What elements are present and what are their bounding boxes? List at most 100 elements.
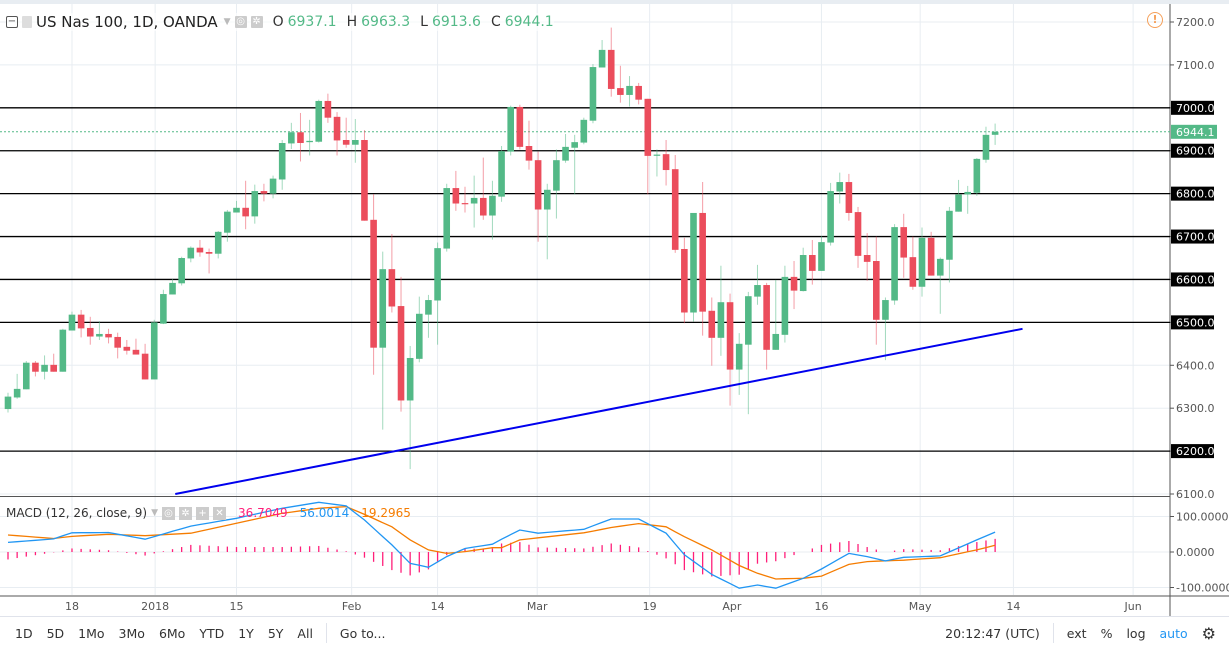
candle-body bbox=[553, 160, 560, 191]
candle bbox=[516, 104, 524, 150]
range-3mo[interactable]: 3Mo bbox=[118, 625, 145, 641]
candle-body bbox=[288, 132, 295, 144]
candle bbox=[397, 276, 405, 412]
candle-body bbox=[233, 207, 240, 213]
candle-body bbox=[388, 269, 396, 307]
candle-body bbox=[662, 154, 670, 171]
trendline[interactable] bbox=[175, 327, 1023, 495]
plus-icon[interactable]: + bbox=[196, 506, 210, 520]
settings-icon[interactable]: ✲ bbox=[179, 506, 193, 520]
candle bbox=[4, 392, 12, 413]
price-tick-label: 7200.0 bbox=[1176, 16, 1215, 29]
candle-body bbox=[534, 160, 542, 210]
gear-icon[interactable]: ⚙ bbox=[1201, 623, 1216, 643]
exclamation-circle-icon[interactable]: ! bbox=[1147, 12, 1163, 28]
candle-body bbox=[763, 285, 770, 350]
candle-body bbox=[818, 242, 825, 271]
candle bbox=[946, 206, 953, 283]
chevron-down-icon[interactable]: ▼ bbox=[151, 508, 159, 518]
candle-body bbox=[809, 255, 816, 271]
candle bbox=[352, 118, 359, 163]
candle bbox=[754, 264, 761, 305]
candle bbox=[315, 99, 323, 143]
range-ytd[interactable]: YTD bbox=[199, 625, 225, 641]
candle-body bbox=[77, 314, 85, 329]
range-6mo[interactable]: 6Mo bbox=[158, 625, 186, 641]
candle-body bbox=[224, 211, 231, 233]
collapse-icon[interactable]: − bbox=[6, 16, 18, 28]
range-1y[interactable]: 1Y bbox=[238, 625, 254, 641]
range-5y[interactable]: 5Y bbox=[267, 625, 284, 641]
candle bbox=[836, 172, 844, 204]
close-icon[interactable]: ✕ bbox=[213, 506, 227, 520]
candle bbox=[434, 242, 441, 345]
time-tick-label: 2018 bbox=[141, 600, 169, 613]
histogram-value: 36.7049 bbox=[238, 506, 288, 520]
eye-icon[interactable]: ◎ bbox=[162, 506, 176, 520]
candle-body bbox=[653, 154, 661, 156]
candle bbox=[342, 117, 350, 148]
candle bbox=[251, 184, 259, 224]
price-tick-label: 6400.0 bbox=[1176, 359, 1215, 372]
macd-title[interactable]: MACD (12, 26, close, 9) bbox=[6, 506, 148, 520]
candle bbox=[799, 247, 807, 292]
auto-toggle[interactable]: auto bbox=[1159, 625, 1188, 641]
candle bbox=[224, 209, 231, 242]
price-axis[interactable]: 7200.0 7100.0 7000.0 6900.0 6800.0 6700.0 6600… bbox=[1170, 16, 1229, 595]
candle bbox=[598, 40, 606, 68]
candle bbox=[543, 183, 551, 260]
candle-body bbox=[169, 282, 176, 295]
candle bbox=[324, 93, 332, 123]
candle bbox=[196, 239, 204, 257]
log-toggle[interactable]: log bbox=[1126, 625, 1146, 641]
percent-toggle[interactable]: % bbox=[1100, 625, 1113, 641]
time-tick-label: Jun bbox=[1124, 600, 1142, 613]
candle bbox=[891, 224, 898, 305]
ext-toggle[interactable]: ext bbox=[1066, 625, 1087, 641]
range-1d[interactable]: 1D bbox=[15, 625, 33, 641]
candle bbox=[233, 200, 240, 213]
candle-body bbox=[772, 333, 780, 350]
candle bbox=[132, 338, 140, 355]
range-1mo[interactable]: 1Mo bbox=[78, 625, 105, 641]
divider bbox=[1052, 623, 1054, 643]
high-value: 6963.3 bbox=[361, 14, 411, 30]
candle-body bbox=[489, 195, 496, 216]
candle-body bbox=[918, 237, 926, 287]
range-all[interactable]: All bbox=[297, 625, 313, 641]
settings-icon[interactable]: ✲ bbox=[250, 16, 263, 28]
goto-button[interactable]: Go to... bbox=[339, 625, 386, 641]
candle bbox=[854, 206, 862, 268]
chart-canvas[interactable]: 7200.0 7100.0 7000.0 6900.0 6800.0 6700.0 6600… bbox=[0, 0, 1229, 616]
candle bbox=[644, 98, 652, 195]
candle-body bbox=[982, 134, 990, 160]
candle bbox=[617, 65, 624, 103]
time-axis[interactable]: 18 2018 15 Feb 14 Mar 19 Apr 16 May 14 Jun bbox=[65, 600, 1142, 613]
symbol-title[interactable]: US Nas 100, 1D, OANDA bbox=[36, 13, 218, 31]
candle bbox=[873, 236, 880, 345]
candle bbox=[973, 158, 981, 196]
candle-body bbox=[160, 294, 167, 324]
candle-body bbox=[278, 143, 286, 180]
candle-body bbox=[452, 188, 460, 204]
candle-body bbox=[315, 100, 323, 142]
horizontal-lines[interactable] bbox=[0, 107, 1170, 452]
candle-body bbox=[635, 85, 642, 100]
candle bbox=[470, 175, 478, 228]
chevron-down-icon[interactable]: ▼ bbox=[223, 17, 231, 27]
eye-icon[interactable]: ◎ bbox=[234, 16, 247, 28]
candle bbox=[178, 256, 185, 286]
clock[interactable]: 20:12:47 (UTC) bbox=[945, 625, 1040, 641]
candle-body bbox=[617, 88, 624, 95]
candle-body bbox=[361, 140, 368, 221]
candle bbox=[671, 155, 679, 253]
range-5d[interactable]: 5D bbox=[46, 625, 65, 641]
candle bbox=[781, 265, 789, 343]
candle bbox=[562, 133, 569, 163]
candle bbox=[498, 146, 505, 202]
candle-body bbox=[50, 364, 57, 372]
candle-body bbox=[22, 362, 30, 390]
price-label-box bbox=[1171, 229, 1214, 244]
macd-tick-label: 0.0000 bbox=[1176, 546, 1215, 559]
